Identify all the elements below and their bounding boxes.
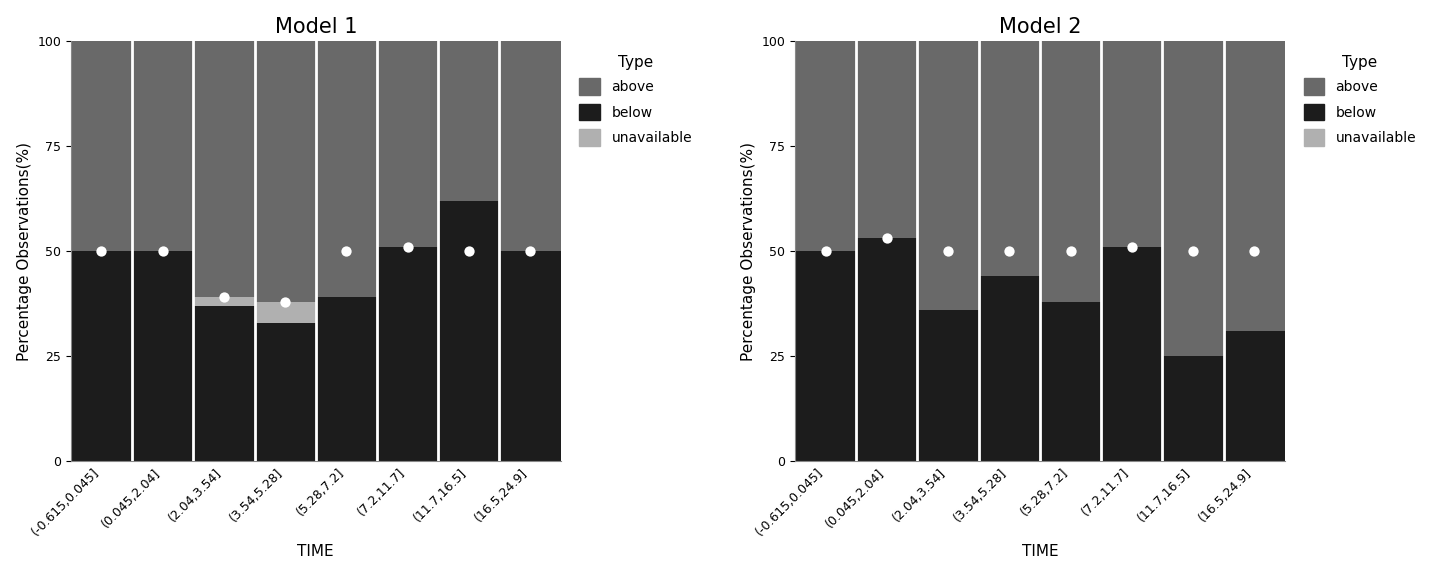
Point [814, 247, 837, 256]
Bar [500, 41, 560, 251]
X-axis label: TIME: TIME [1021, 544, 1058, 559]
Y-axis label: Percentage Observations(%): Percentage Observations(%) [740, 142, 756, 361]
Title: Model 1: Model 1 [275, 17, 357, 37]
Bar [1102, 41, 1162, 247]
Bar [1162, 356, 1224, 461]
Bar [1224, 41, 1284, 331]
Bar [315, 297, 377, 461]
Bar [1040, 41, 1102, 301]
Point [212, 293, 235, 302]
Bar [255, 301, 315, 323]
Point [998, 247, 1021, 256]
Bar [917, 41, 979, 310]
Point [1181, 247, 1204, 256]
Bar [71, 41, 132, 251]
Bar [255, 41, 315, 301]
Bar [193, 41, 255, 297]
Point [396, 242, 419, 252]
Bar [193, 297, 255, 306]
Bar [795, 251, 857, 461]
Bar [1040, 301, 1102, 461]
Bar [438, 41, 500, 200]
Bar [917, 310, 979, 461]
Legend: above, below, unavailable: above, below, unavailable [1296, 48, 1423, 153]
Bar [500, 251, 560, 461]
Point [336, 247, 359, 256]
Y-axis label: Percentage Observations(%): Percentage Observations(%) [17, 142, 32, 361]
Bar [857, 41, 917, 238]
Point [151, 247, 174, 256]
Bar [377, 247, 438, 461]
Bar [132, 41, 193, 251]
Bar [979, 276, 1040, 461]
Bar [438, 200, 500, 461]
Bar [71, 251, 132, 461]
Bar [857, 238, 917, 461]
Point [876, 234, 899, 243]
Bar [377, 41, 438, 247]
Bar [1162, 41, 1224, 356]
Point [1243, 247, 1266, 256]
Point [274, 297, 297, 306]
Bar [315, 41, 377, 297]
Bar [193, 306, 255, 461]
Bar [1102, 247, 1162, 461]
Point [89, 247, 112, 256]
Bar [979, 41, 1040, 276]
Legend: above, below, unavailable: above, below, unavailable [573, 48, 698, 153]
Point [458, 247, 481, 256]
X-axis label: TIME: TIME [298, 544, 334, 559]
Point [936, 247, 959, 256]
Point [518, 247, 541, 256]
Title: Model 2: Model 2 [999, 17, 1081, 37]
Bar [1224, 331, 1284, 461]
Point [1058, 247, 1081, 256]
Bar [132, 251, 193, 461]
Bar [255, 323, 315, 461]
Point [1120, 242, 1143, 252]
Bar [795, 41, 857, 251]
